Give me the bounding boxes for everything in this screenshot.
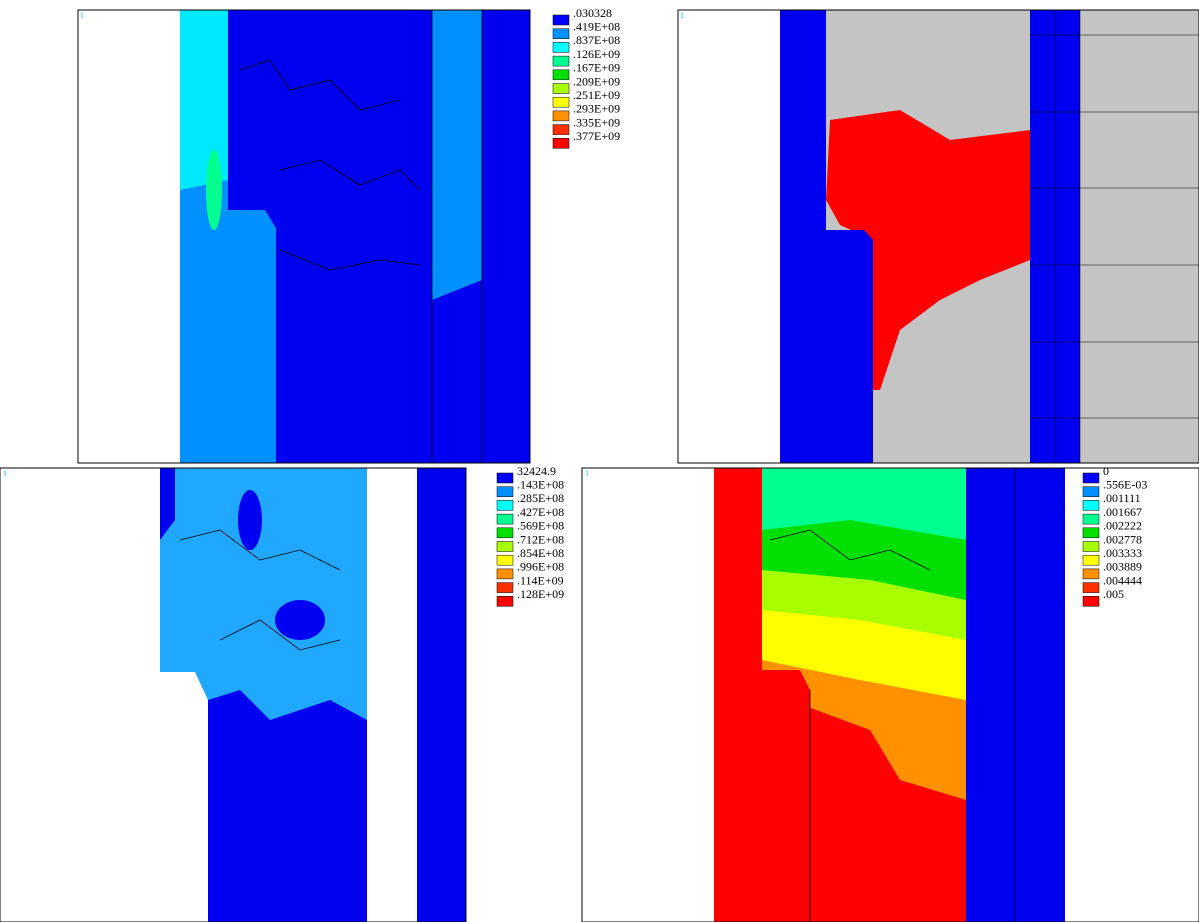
legend-label: .114E+09 bbox=[517, 573, 564, 587]
legend-swatch bbox=[1082, 527, 1100, 539]
legend-label: .209E+09 bbox=[573, 74, 620, 88]
legend-swatch bbox=[1082, 486, 1100, 497]
legend-swatch bbox=[496, 582, 514, 593]
legend-label: 0 bbox=[1103, 464, 1109, 478]
panel-3-plot bbox=[0, 467, 467, 922]
legend-label: .293E+09 bbox=[573, 102, 620, 116]
legend-label: .419E+08 bbox=[573, 19, 620, 33]
legend-label: .854E+08 bbox=[517, 546, 564, 560]
panel-tag: 1 bbox=[3, 469, 7, 478]
legend-swatch bbox=[496, 472, 514, 484]
legend-label: .002778 bbox=[1103, 532, 1142, 546]
legend-swatch bbox=[552, 83, 570, 94]
legend-swatch bbox=[1082, 582, 1100, 593]
legend-swatch bbox=[496, 541, 514, 552]
panel-4-plot bbox=[581, 467, 1199, 922]
legend-swatch bbox=[1082, 596, 1100, 607]
panel-tag: 1 bbox=[585, 469, 589, 478]
legend-label: .712E+08 bbox=[517, 532, 564, 546]
legend-label: .167E+09 bbox=[573, 61, 620, 75]
legend-label: .001111 bbox=[1103, 491, 1141, 505]
legend-label: .003889 bbox=[1103, 560, 1142, 574]
legend-swatch bbox=[496, 554, 514, 566]
legend-swatch bbox=[496, 568, 514, 580]
legend-swatch bbox=[1082, 513, 1100, 525]
legend-swatch bbox=[552, 28, 570, 39]
legend-label: .996E+08 bbox=[517, 560, 564, 574]
legend-swatch bbox=[496, 513, 514, 525]
legend-label: .251E+09 bbox=[573, 88, 620, 102]
legend-label: .005 bbox=[1103, 587, 1124, 601]
legend-swatch bbox=[496, 500, 514, 511]
legend-label: .128E+09 bbox=[517, 587, 564, 601]
legend-label: .003333 bbox=[1103, 546, 1142, 560]
legend-label: .556E-03 bbox=[1103, 477, 1147, 491]
legend-swatch bbox=[1082, 541, 1100, 552]
legend-label: .335E+09 bbox=[573, 115, 620, 129]
legend-label: .001667 bbox=[1103, 505, 1142, 519]
legend-swatch bbox=[496, 596, 514, 607]
legend-swatch bbox=[552, 96, 570, 108]
panel-tag: 1 bbox=[80, 11, 84, 20]
legend-label: .002222 bbox=[1103, 519, 1142, 533]
legend-swatch bbox=[552, 69, 570, 81]
panel-2-plot bbox=[677, 9, 1199, 464]
legend-swatch bbox=[552, 110, 570, 122]
legend-label: .004444 bbox=[1103, 573, 1142, 587]
legend-swatch bbox=[496, 527, 514, 539]
legend-swatch bbox=[552, 14, 570, 26]
legend-label: .143E+08 bbox=[517, 477, 564, 491]
legend-swatch bbox=[1082, 568, 1100, 580]
legend-swatch bbox=[552, 138, 570, 149]
legend-label: .030328 bbox=[573, 6, 612, 20]
legend-swatch bbox=[1082, 500, 1100, 511]
panel-tag: 1 bbox=[680, 11, 684, 20]
legend-label: .569E+08 bbox=[517, 519, 564, 533]
legend-swatch bbox=[496, 486, 514, 497]
legend-label: .285E+08 bbox=[517, 491, 564, 505]
legend-label: .126E+09 bbox=[573, 47, 620, 61]
legend-swatch bbox=[552, 124, 570, 135]
legend-swatch bbox=[552, 42, 570, 53]
legend-label: .837E+08 bbox=[573, 33, 620, 47]
legend-label: .427E+08 bbox=[517, 505, 564, 519]
panel-1-plot bbox=[77, 9, 531, 464]
legend-label: 32424.9 bbox=[517, 464, 556, 478]
legend-swatch bbox=[1082, 554, 1100, 566]
legends: 1 .030328.419E+08.837E+08.126E+09.167E+09… bbox=[3, 6, 1147, 607]
legend-swatch bbox=[1082, 472, 1100, 484]
legend-swatch bbox=[552, 55, 570, 67]
legend-label: .377E+09 bbox=[573, 129, 620, 143]
